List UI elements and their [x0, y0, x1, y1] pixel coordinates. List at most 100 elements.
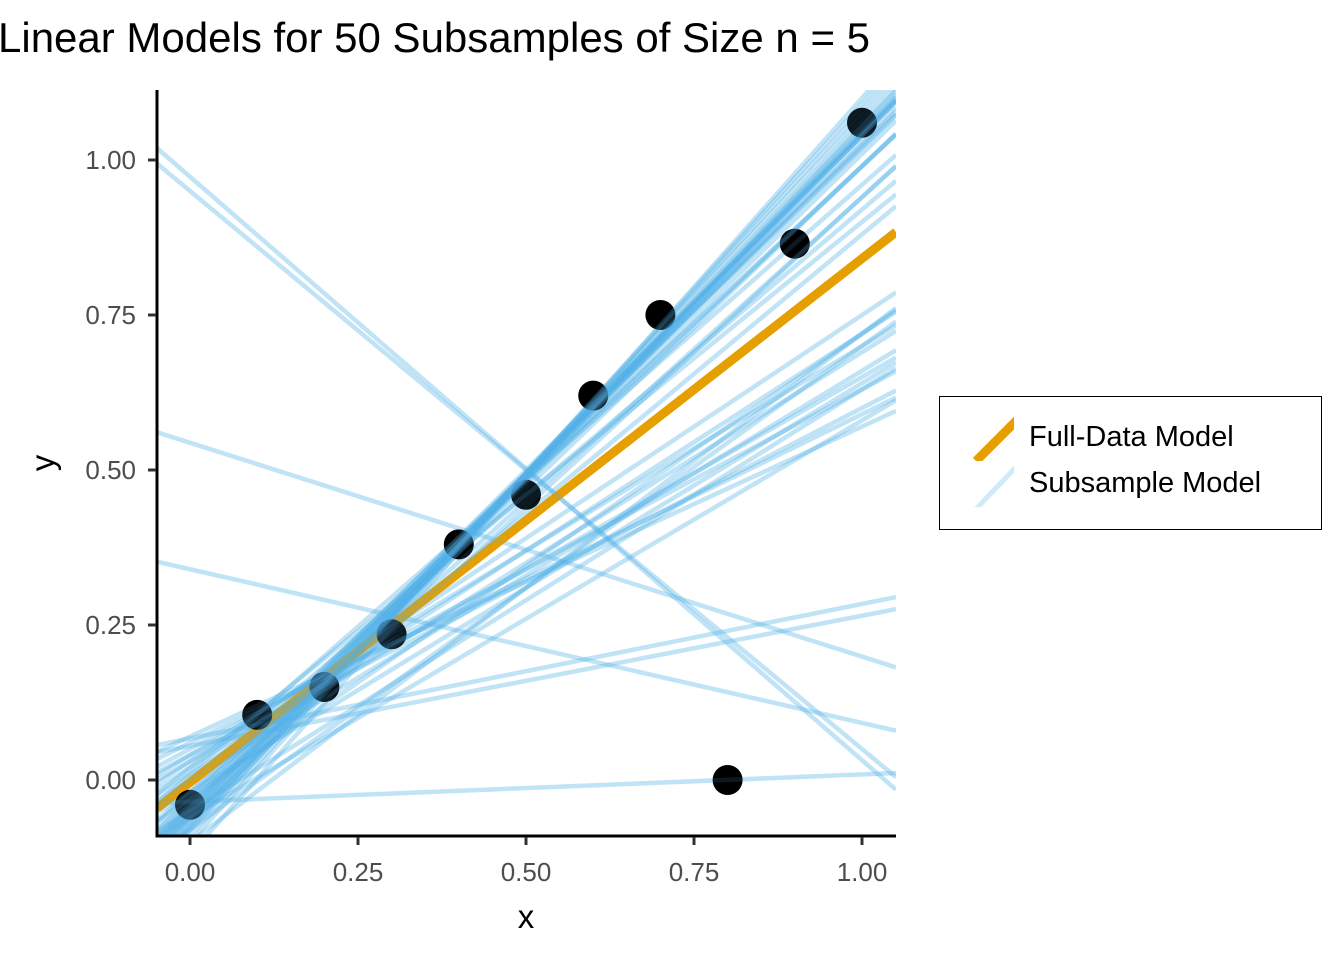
- subsample-line-overlay-46: [157, 366, 896, 834]
- full-data-model-line: [157, 228, 896, 812]
- legend-label-full-model: Full-Data Model: [1029, 421, 1234, 453]
- subsample-line-overlay-29: [203, 90, 873, 836]
- x-ticks: 0.00 0.25 0.50 0.75 1.00: [165, 837, 887, 887]
- y-tick-label: 0.00: [85, 765, 136, 795]
- subsample-line-overlay-40: [157, 360, 896, 815]
- subsample-line-13: [165, 96, 896, 836]
- subsample-line-3: [157, 430, 896, 670]
- subsample-line-9: [161, 99, 896, 836]
- legend-label-subsample-model: Subsample Model: [1029, 467, 1262, 499]
- subsample-line-overlay-34: [157, 192, 896, 797]
- subsample-line-31: [157, 153, 896, 805]
- subsample-line-12: [171, 95, 896, 836]
- subsample-line-46: [157, 366, 896, 834]
- subsample-line-10: [174, 92, 896, 836]
- subsample-lines: [157, 90, 896, 836]
- subsample-line-overlay-41: [157, 355, 896, 783]
- legend-key-full-model: [972, 416, 1014, 461]
- data-point-9: [712, 765, 743, 795]
- subsample-line-45: [157, 408, 896, 754]
- subsample-line-overlay-10: [174, 92, 896, 836]
- data-point-10: [779, 228, 810, 259]
- subsample-line-overlay-23: [192, 90, 878, 836]
- data-point-1: [175, 789, 205, 820]
- chart-title: Linear Models for 50 Subsamples of Size …: [0, 14, 870, 61]
- subsample-line-overlay-36: [157, 309, 896, 791]
- subsample-line-30: [180, 90, 891, 836]
- y-ticks: 0.00 0.25 0.50 0.75 1.00: [85, 145, 156, 795]
- subsample-line-35: [157, 290, 896, 786]
- subsample-line-overlay-35: [157, 290, 896, 786]
- subsample-line-overlay-48: [177, 319, 896, 836]
- subsample-line-overlay-20: [174, 98, 896, 836]
- subsample-line-overlay-32: [157, 179, 896, 810]
- subsample-line-42: [157, 369, 896, 769]
- legend: Full-Data Model Subsample Model: [939, 396, 1322, 530]
- subsample-line-overlay-38: [157, 323, 896, 778]
- subsample-line-overlay-31: [157, 153, 896, 805]
- subsample-line-overlay-42: [157, 369, 896, 769]
- subsample-line-4: [157, 559, 896, 733]
- subsample-line-overlay-22: [186, 90, 884, 836]
- subsample-line-overlay-3: [157, 430, 896, 670]
- y-tick-label: 0.75: [85, 300, 136, 330]
- subsample-line-5: [157, 594, 896, 748]
- subsample-line-23: [192, 90, 878, 836]
- subsample-line-overlay-7: [157, 770, 896, 806]
- subsample-line-overlay-45: [157, 408, 896, 754]
- subsample-line-overlay-47: [157, 308, 896, 824]
- subsample-line-38: [157, 323, 896, 778]
- subsample-line-49: [194, 306, 896, 836]
- legend-item-full-model: Full-Data Model: [940, 415, 1321, 461]
- subsample-line-overlay-49: [194, 306, 896, 836]
- x-tick-label: 0.50: [501, 857, 552, 887]
- data-point-11: [847, 107, 877, 138]
- subsample-line-6: [157, 606, 896, 755]
- subsample-line-44: [157, 395, 896, 761]
- legend-key-subsample-model: [974, 465, 1014, 507]
- subsample-line-7: [157, 770, 896, 806]
- legend-item-subsample-model: Subsample Model: [940, 461, 1321, 507]
- y-tick-label: 0.50: [85, 455, 136, 485]
- data-point-8: [645, 300, 676, 330]
- subsample-line-overlay-50: [157, 398, 896, 836]
- subsample-line-2: [157, 161, 896, 779]
- subsample-line-overlay-16: [177, 90, 896, 836]
- subsample-line-overlay-28: [157, 164, 896, 836]
- full-model-line-group: [157, 228, 896, 812]
- subsample-line-8: [168, 99, 896, 836]
- subsample-lines-overlay: [157, 90, 896, 836]
- x-axis-title: x: [518, 898, 535, 935]
- subsample-line-overlay-18: [157, 113, 896, 833]
- subsample-line-overlay-9: [161, 99, 896, 836]
- y-axis-title: y: [24, 454, 61, 471]
- subsample-line-overlay-24: [160, 131, 896, 836]
- subsample-line-overlay-33: [157, 204, 896, 822]
- data-point-3: [309, 672, 340, 702]
- subsample-line-overlay-17: [161, 118, 896, 836]
- subsample-line-overlay-39: [157, 348, 896, 803]
- subsample-line-39: [157, 348, 896, 803]
- subsample-line-overlay-1: [157, 146, 896, 792]
- subsample-line-19: [168, 105, 896, 836]
- subsample-line-40: [157, 360, 896, 815]
- data-point-4: [376, 619, 407, 650]
- subsample-line-overlay-8: [168, 99, 896, 836]
- y-tick-label: 1.00: [85, 145, 136, 175]
- subsample-line-overlay-5: [157, 594, 896, 748]
- subsample-line-overlay-26: [157, 132, 896, 832]
- subsample-line-15: [180, 90, 896, 836]
- subsample-line-20: [174, 98, 896, 836]
- subsample-line-overlay-13: [165, 96, 896, 836]
- subsample-line-16: [177, 90, 896, 836]
- subsample-line-47: [157, 308, 896, 824]
- subsample-line-overlay-25: [157, 132, 896, 825]
- subsample-line-overlay-44: [157, 395, 896, 761]
- subsample-line-overlay-2: [157, 161, 896, 779]
- subsample-line-29: [203, 90, 873, 836]
- subsample-line-overlay-15: [180, 90, 896, 836]
- subsample-line-overlay-4: [157, 559, 896, 733]
- subsample-line-overlay-19: [168, 105, 896, 836]
- x-tick-label: 0.00: [165, 857, 216, 887]
